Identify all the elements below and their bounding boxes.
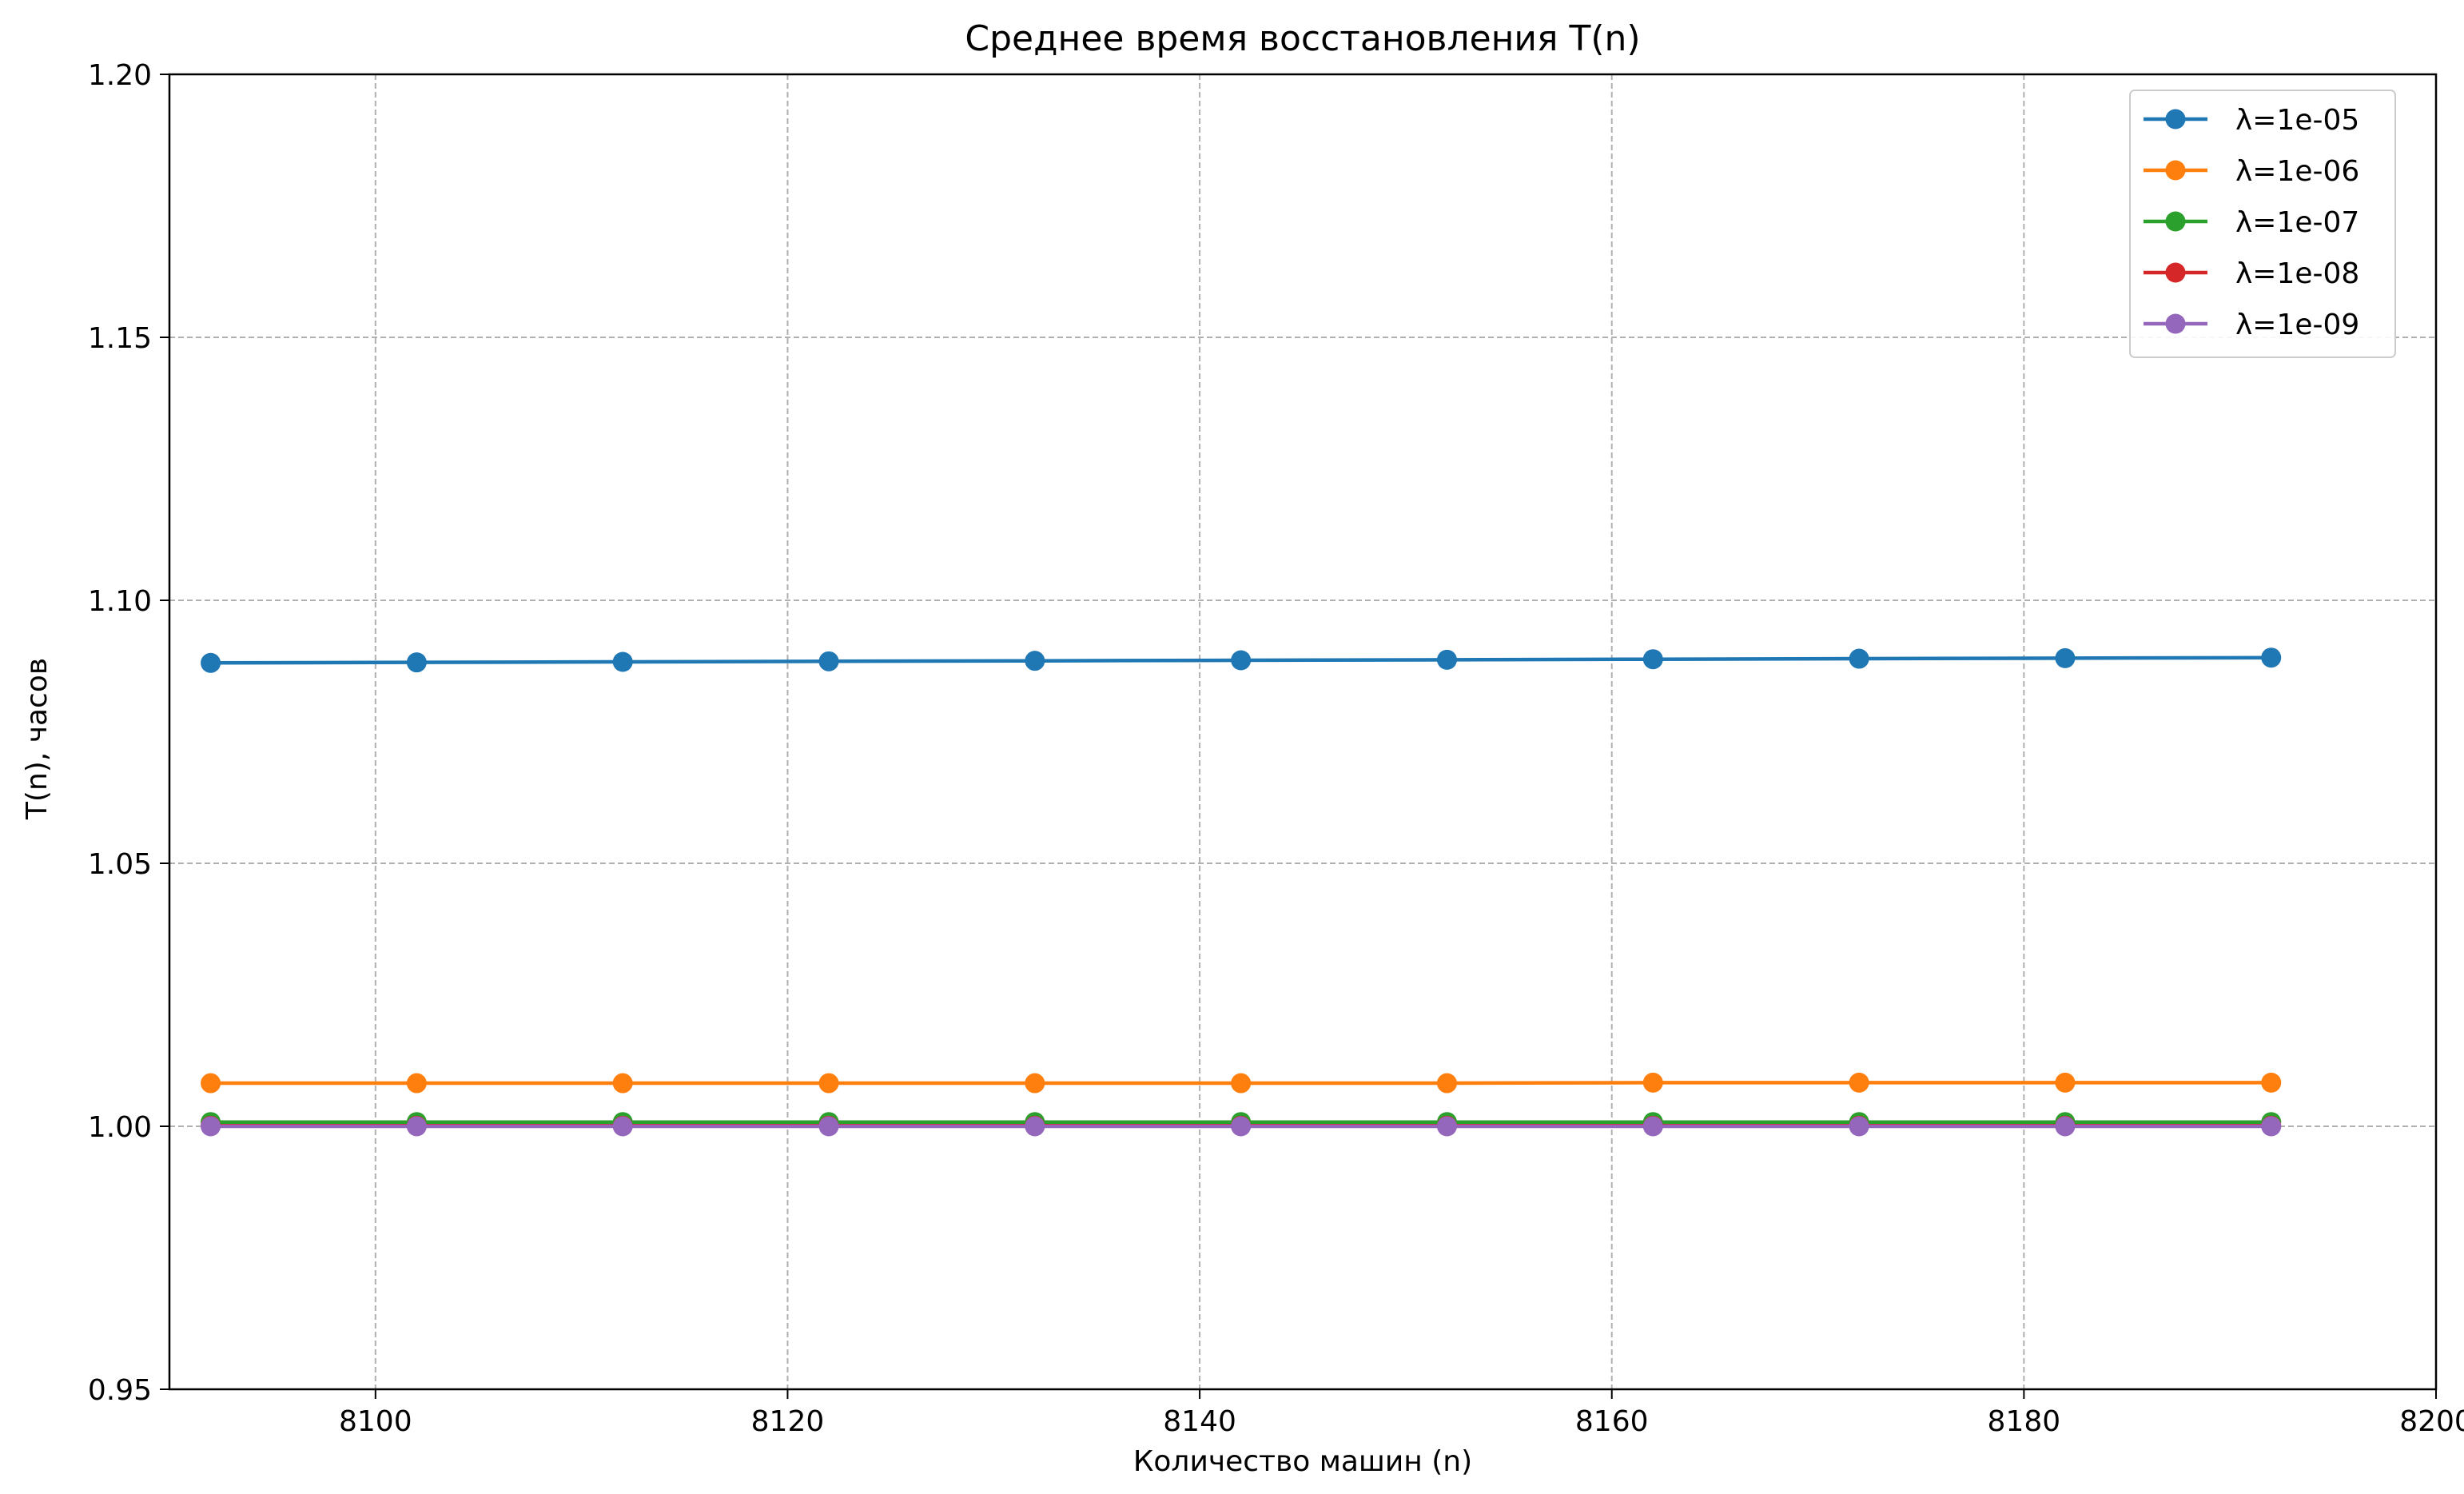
data-point xyxy=(1025,651,1045,671)
legend-marker xyxy=(2165,262,2186,283)
data-point xyxy=(1025,1116,1045,1137)
data-point xyxy=(1642,1116,1663,1137)
axis-ticks: 8100 8120 8140 8160 8180 8200 0.95 1.00 1.05 1.10… xyxy=(88,59,2464,1438)
data-point xyxy=(612,1073,633,1094)
data-point xyxy=(201,1116,221,1137)
data-point xyxy=(201,1073,221,1094)
y-tick-label: 1.20 xyxy=(88,59,152,92)
series xyxy=(201,1072,2282,1094)
data-point xyxy=(1231,650,1252,671)
data-point xyxy=(2055,1116,2076,1137)
data-point xyxy=(201,652,221,673)
data-point xyxy=(612,651,633,672)
y-tick-label: 0.95 xyxy=(88,1374,152,1407)
data-point xyxy=(406,652,427,673)
data-point xyxy=(818,651,839,671)
legend-box xyxy=(2129,90,2396,358)
data-point xyxy=(1436,1116,1457,1137)
chart-title: Среднее время восстановления T(n) xyxy=(965,18,1640,59)
data-point xyxy=(1849,1072,1869,1093)
x-tick-label: 8100 xyxy=(339,1405,412,1438)
legend-item: λ=1e-07 xyxy=(2144,206,2359,239)
data-point xyxy=(2055,647,2076,668)
data-point xyxy=(406,1116,427,1137)
legend-item: λ=1e-08 xyxy=(2144,257,2359,290)
legend-label: λ=1e-07 xyxy=(2235,206,2359,239)
legend-label: λ=1e-08 xyxy=(2235,257,2359,290)
legend-item: λ=1e-09 xyxy=(2144,309,2359,341)
series xyxy=(201,647,2282,673)
data-point xyxy=(1231,1116,1252,1137)
data-point xyxy=(2261,1116,2282,1137)
x-tick-label: 8120 xyxy=(751,1405,825,1438)
legend-label: λ=1e-09 xyxy=(2235,309,2359,341)
plot-series xyxy=(201,647,2282,1137)
data-point xyxy=(2261,1072,2282,1093)
data-point xyxy=(2261,647,2282,668)
legend-marker xyxy=(2165,313,2186,334)
data-point xyxy=(1436,649,1457,670)
y-axis-label: T(n), часов xyxy=(21,658,54,820)
data-point xyxy=(612,1116,633,1137)
data-point xyxy=(818,1073,839,1094)
data-point xyxy=(1025,1073,1045,1094)
y-tick-label: 1.15 xyxy=(88,322,152,355)
data-point xyxy=(1849,1116,1869,1137)
data-point xyxy=(1642,649,1663,670)
data-point xyxy=(1436,1073,1457,1094)
x-tick-label: 8180 xyxy=(1988,1405,2061,1438)
y-tick-label: 1.05 xyxy=(88,848,152,881)
legend-marker xyxy=(2165,211,2186,232)
x-tick-label: 8160 xyxy=(1575,1405,1649,1438)
legend-item: λ=1e-05 xyxy=(2144,104,2359,137)
y-tick-label: 1.00 xyxy=(88,1111,152,1144)
legend-item: λ=1e-06 xyxy=(2144,155,2359,188)
legend-marker xyxy=(2165,109,2186,129)
x-tick-label: 8140 xyxy=(1163,1405,1236,1438)
data-point xyxy=(2055,1072,2076,1093)
data-point xyxy=(1231,1073,1252,1094)
data-point xyxy=(406,1073,427,1094)
legend-label: λ=1e-06 xyxy=(2235,155,2359,188)
series xyxy=(201,1116,2282,1137)
y-tick-label: 1.10 xyxy=(88,585,152,618)
x-axis-label: Количество машин (n) xyxy=(1133,1445,1472,1478)
plot-frame xyxy=(168,73,2438,1391)
x-tick-label: 8200 xyxy=(2399,1405,2464,1438)
legend-marker xyxy=(2165,160,2186,181)
legend-label: λ=1e-05 xyxy=(2235,104,2359,137)
data-point xyxy=(1849,648,1869,669)
data-point xyxy=(818,1116,839,1137)
legend: λ=1e-05 λ=1e-06 λ=1e-07 λ=1e-08 λ=1e-09 xyxy=(2129,90,2396,358)
data-point xyxy=(1642,1072,1663,1093)
